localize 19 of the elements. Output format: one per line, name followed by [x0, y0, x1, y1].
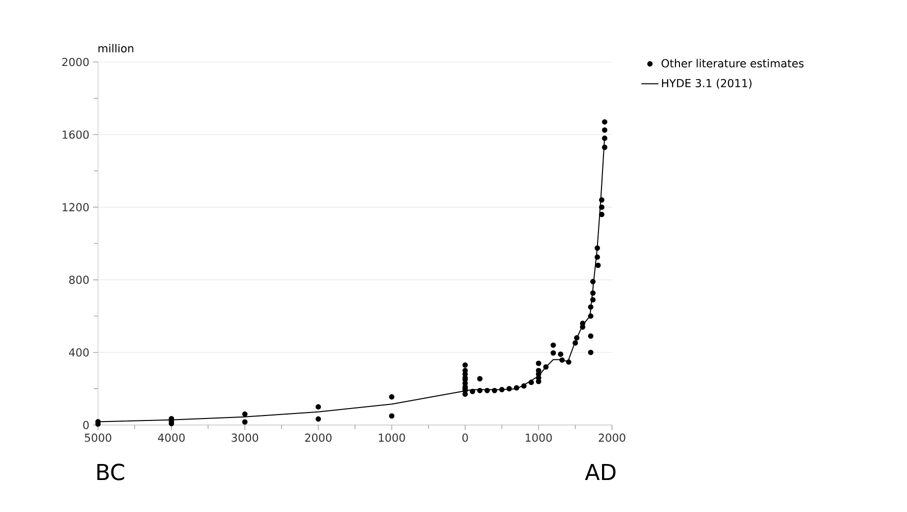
x-tick-label: 4000	[158, 434, 185, 442]
y-tick-label: 1600	[62, 130, 89, 139]
x-tick-label: 0	[462, 434, 468, 442]
y-tick-label: 1200	[62, 203, 89, 212]
y-tick-label: 800	[69, 276, 89, 284]
legend-label: Other literature estimates	[662, 58, 804, 68]
y-tick-label: 0	[83, 420, 89, 430]
y-tick-label: 2000	[62, 58, 89, 66]
x-tick-label: 5000	[84, 434, 112, 442]
legend-label: HYDE 3.1 (2011)	[662, 78, 752, 89]
x-tick-label: 1000	[526, 434, 552, 442]
y-axis-title: million	[98, 44, 134, 52]
x-tick-label: 3000	[232, 434, 258, 442]
text: BC	[97, 464, 124, 480]
text: AD	[584, 464, 616, 480]
x-tick-label: 2000	[305, 434, 332, 442]
x-tick-label: 2000	[598, 434, 626, 442]
y-tick-label: 400	[69, 348, 89, 357]
x-tick-label: 1000	[378, 434, 405, 442]
